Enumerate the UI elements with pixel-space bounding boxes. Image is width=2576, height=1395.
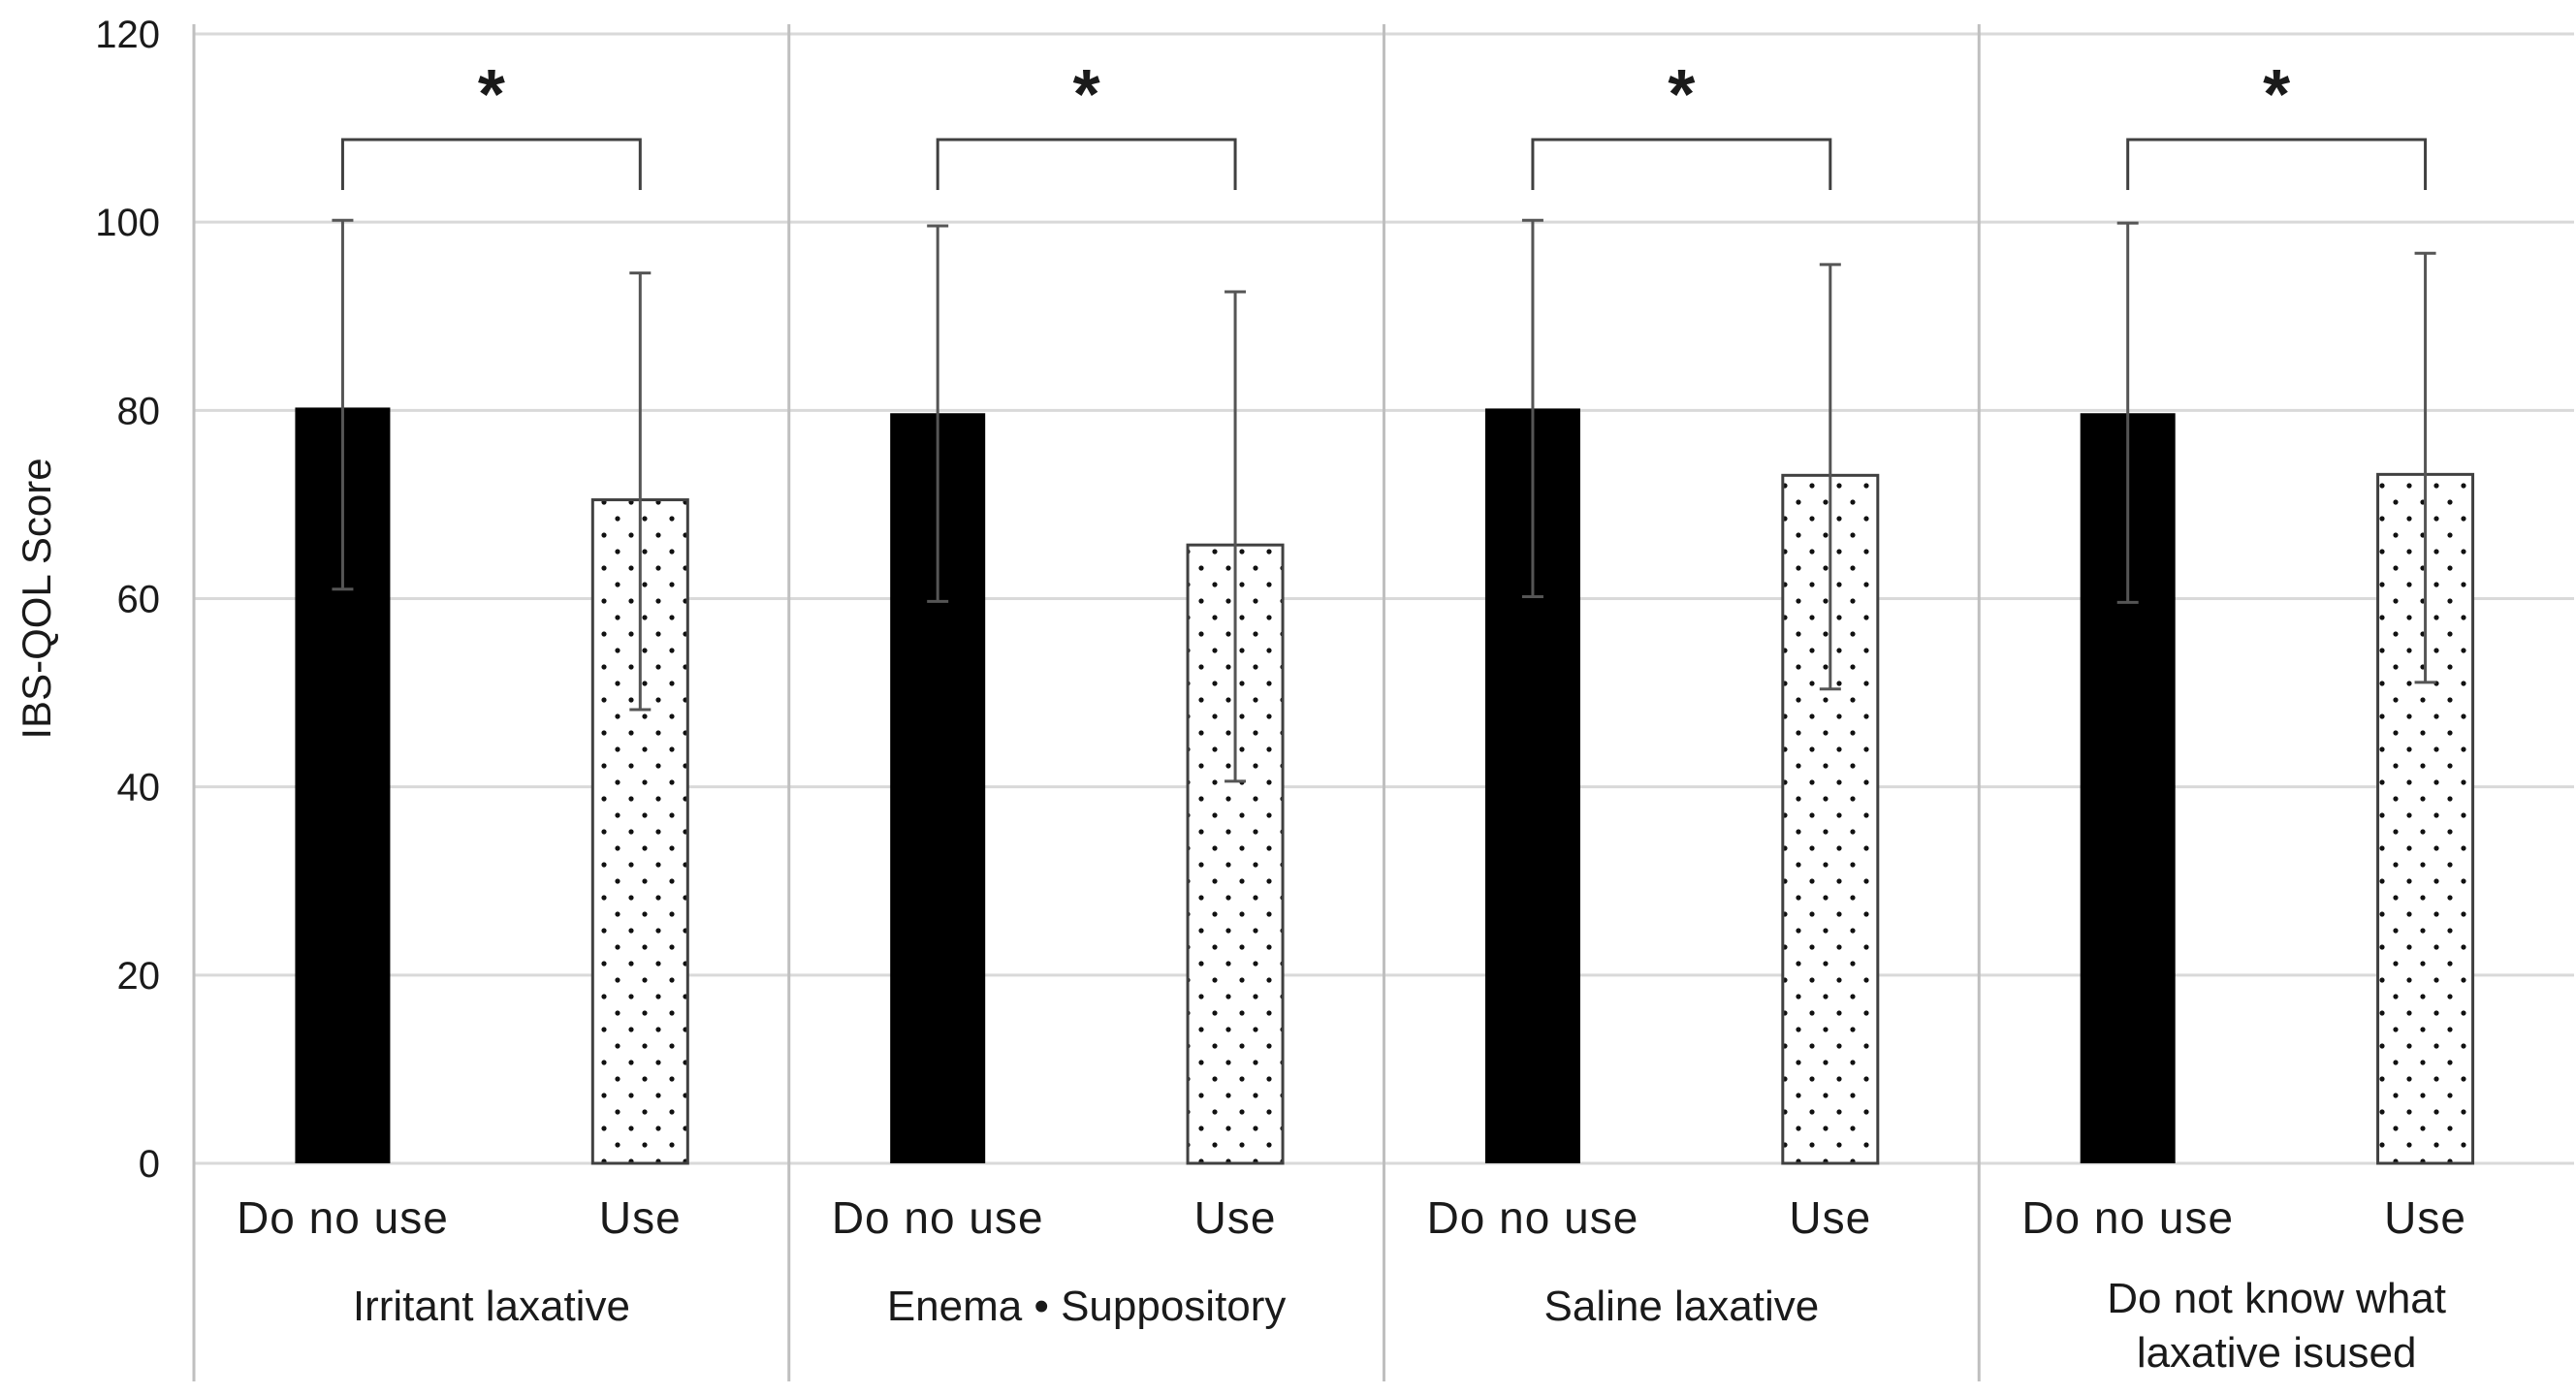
significance-star-1: *: [478, 56, 505, 134]
group-label-1: Irritant laxative: [353, 1283, 630, 1330]
category-label-1-1: Do no use: [237, 1192, 449, 1243]
significance-star-4: *: [2263, 56, 2290, 134]
group-label-2: Enema • Suppository: [887, 1283, 1287, 1330]
category-label-3-2: Use: [1789, 1192, 1871, 1243]
y-tick-label-40: 40: [117, 767, 161, 809]
significance-bracket-4: [2126, 138, 2428, 190]
significance-bracket-3: [1531, 138, 1832, 190]
y-tick-label-100: 100: [95, 202, 160, 244]
category-label-1-2: Use: [599, 1192, 682, 1243]
y-axis-title: IBS-QOL Score: [14, 458, 59, 739]
y-tick-label-60: 60: [117, 579, 161, 621]
group-label-4-line-2: laxative isused: [2137, 1329, 2417, 1377]
significance-bracket-1: [340, 138, 642, 190]
y-tick-label-20: 20: [117, 955, 161, 998]
significance-bracket-2: [936, 138, 1237, 190]
y-tick-label-120: 120: [95, 14, 160, 56]
group-label-4-line-1: Do not know what: [2107, 1275, 2446, 1322]
category-label-4-1: Do no use: [2021, 1192, 2234, 1243]
category-label-2-1: Do no use: [832, 1192, 1044, 1243]
significance-star-3: *: [1668, 56, 1695, 134]
category-label-3-1: Do no use: [1427, 1192, 1639, 1243]
significance-star-2: *: [1073, 56, 1100, 134]
group-label-3: Saline laxative: [1544, 1283, 1820, 1330]
category-label-2-2: Use: [1194, 1192, 1277, 1243]
y-tick-label-80: 80: [117, 390, 161, 432]
y-tick-label-0: 0: [139, 1143, 160, 1186]
category-label-4-2: Use: [2384, 1192, 2466, 1243]
